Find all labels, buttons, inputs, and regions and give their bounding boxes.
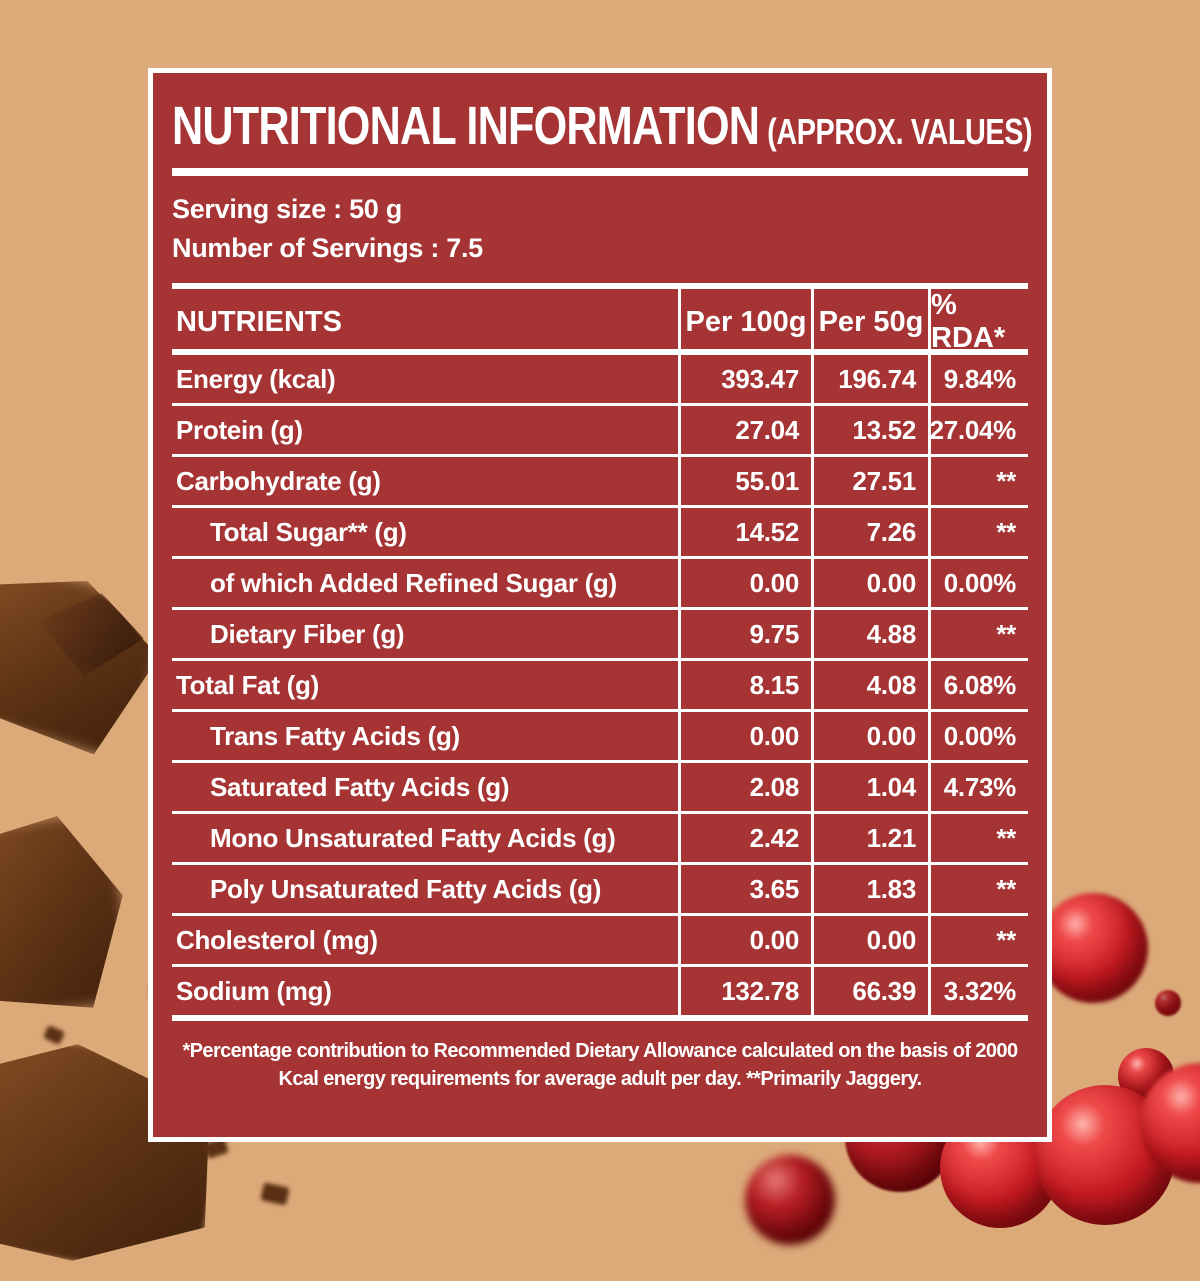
per-50g-value: 4.88 xyxy=(811,610,928,659)
chocolate-crumb xyxy=(260,1182,290,1206)
per-50g-value: 13.52 xyxy=(811,406,928,455)
per-100g-value: 9.75 xyxy=(678,610,811,659)
rda-value: ** xyxy=(928,865,1028,914)
page-title: NUTRITIONAL INFORMATION (APPROX. VALUES) xyxy=(172,96,1033,156)
rda-value: ** xyxy=(928,508,1028,557)
per-100g-value: 14.52 xyxy=(678,508,811,557)
chocolate-crumb xyxy=(42,1024,66,1046)
per-50g-value: 196.74 xyxy=(811,355,928,404)
header-per-50g: Per 50g xyxy=(811,289,928,356)
number-of-servings-text: Number of Servings : 7.5 xyxy=(172,232,483,263)
nutrient-name: Cholesterol (mg) xyxy=(176,924,378,955)
nutrient-name: Protein (g) xyxy=(176,414,303,445)
table-row-trans-fatty-acids: Trans Fatty Acids (g) 0.00 0.00 0.00% xyxy=(172,709,1028,761)
table-row-sodium: Sodium (mg) 132.78 66.39 3.32% xyxy=(172,964,1028,1016)
per-100g-value: 0.00 xyxy=(678,559,811,608)
rda-value: ** xyxy=(928,814,1028,863)
rda-value: 27.04% xyxy=(928,406,1028,455)
title-text: NUTRITIONAL INFORMATION xyxy=(172,96,760,156)
per-50g-value: 0.00 xyxy=(811,916,928,965)
nutrition-label-card: NUTRITIONAL INFORMATION (APPROX. VALUES)… xyxy=(148,68,1052,1142)
title-suffix-text: (APPROX. VALUES) xyxy=(767,111,1033,152)
per-100g-value: 0.00 xyxy=(678,712,811,761)
rda-value: 0.00% xyxy=(928,559,1028,608)
table-row-carbohydrate: Carbohydrate (g) 55.01 27.51 ** xyxy=(172,454,1028,506)
table-row-energy: Energy (kcal) 393.47 196.74 9.84% xyxy=(172,355,1028,404)
serving-size-text: Serving size : 50 g xyxy=(172,194,402,225)
serving-info: Serving size : 50 g Number of Servings :… xyxy=(172,190,1028,267)
nutrient-name: Carbohydrate (g) xyxy=(176,465,381,496)
nutrient-name: Dietary Fiber (g) xyxy=(210,618,405,649)
rda-value: 6.08% xyxy=(928,661,1028,710)
berry xyxy=(1038,893,1148,1003)
per-100g-value: 393.47 xyxy=(678,355,811,404)
per-50g-value: 1.83 xyxy=(811,865,928,914)
nutrient-name: Trans Fatty Acids (g) xyxy=(210,720,460,751)
per-100g-value: 2.08 xyxy=(678,763,811,812)
nutrient-name: Energy (kcal) xyxy=(176,363,336,394)
per-100g-value: 27.04 xyxy=(678,406,811,455)
table-row-dietary-fiber: Dietary Fiber (g) 9.75 4.88 ** xyxy=(172,607,1028,659)
per-100g-value: 55.01 xyxy=(678,457,811,506)
nutrient-name: Total Sugar** (g) xyxy=(210,516,407,547)
table-row-saturated-fatty-acids: Saturated Fatty Acids (g) 2.08 1.04 4.73… xyxy=(172,760,1028,812)
rda-value: 0.00% xyxy=(928,712,1028,761)
per-50g-value: 7.26 xyxy=(811,508,928,557)
per-100g-value: 0.00 xyxy=(678,916,811,965)
nutrient-name: of which Added Refined Sugar (g) xyxy=(210,567,617,598)
per-50g-value: 27.51 xyxy=(811,457,928,506)
rda-value: 4.73% xyxy=(928,763,1028,812)
per-50g-value: 66.39 xyxy=(811,967,928,1016)
rda-value: 9.84% xyxy=(928,355,1028,404)
chocolate-piece xyxy=(0,808,138,1026)
table-row-total-fat: Total Fat (g) 8.15 4.08 6.08% xyxy=(172,658,1028,710)
rda-value: ** xyxy=(928,916,1028,965)
per-100g-value: 3.65 xyxy=(678,865,811,914)
table-row-poly-unsaturated: Poly Unsaturated Fatty Acids (g) 3.65 1.… xyxy=(172,862,1028,914)
per-50g-value: 4.08 xyxy=(811,661,928,710)
table-row-protein: Protein (g) 27.04 13.52 27.04% xyxy=(172,403,1028,455)
table-row-added-refined-sugar: of which Added Refined Sugar (g) 0.00 0.… xyxy=(172,556,1028,608)
nutrition-table: NUTRIENTS Per 100g Per 50g % RDA* Energy… xyxy=(172,283,1028,1022)
per-100g-value: 2.42 xyxy=(678,814,811,863)
nutrient-name: Sodium (mg) xyxy=(176,975,332,1006)
table-row-cholesterol: Cholesterol (mg) 0.00 0.00 ** xyxy=(172,913,1028,965)
footnote-text: *Percentage contribution to Recommended … xyxy=(182,1040,1019,1091)
rda-value: ** xyxy=(928,610,1028,659)
berry xyxy=(1155,990,1181,1016)
per-50g-value: 0.00 xyxy=(811,559,928,608)
nutrient-name: Poly Unsaturated Fatty Acids (g) xyxy=(210,873,602,904)
per-100g-value: 8.15 xyxy=(678,661,811,710)
table-header-row: NUTRIENTS Per 100g Per 50g % RDA* xyxy=(172,283,1028,356)
table-row-total-sugar: Total Sugar** (g) 14.52 7.26 ** xyxy=(172,505,1028,557)
per-50g-value: 1.04 xyxy=(811,763,928,812)
rda-value: 3.32% xyxy=(928,967,1028,1016)
title-divider xyxy=(172,168,1028,177)
berry xyxy=(745,1155,835,1245)
nutrient-name: Saturated Fatty Acids (g) xyxy=(210,771,510,802)
per-100g-value: 132.78 xyxy=(678,967,811,1016)
rda-value: ** xyxy=(928,457,1028,506)
header-per-100g: Per 100g xyxy=(678,289,811,356)
nutrient-name: Mono Unsaturated Fatty Acids (g) xyxy=(210,822,616,853)
per-50g-value: 0.00 xyxy=(811,712,928,761)
table-row-mono-unsaturated: Mono Unsaturated Fatty Acids (g) 2.42 1.… xyxy=(172,811,1028,863)
nutrient-name: Total Fat (g) xyxy=(176,669,319,700)
header-rda: % RDA* xyxy=(928,289,1028,356)
header-nutrients: NUTRIENTS xyxy=(176,305,342,338)
per-50g-value: 1.21 xyxy=(811,814,928,863)
